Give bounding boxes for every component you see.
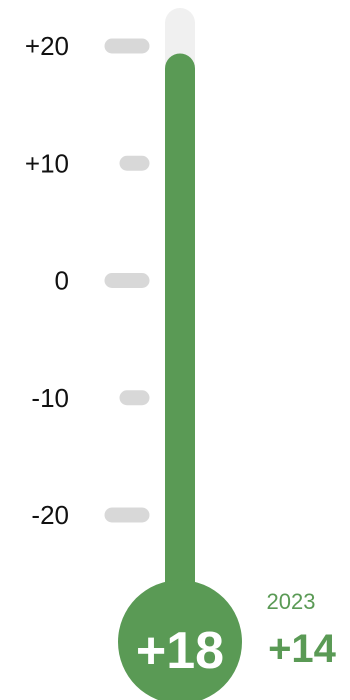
tick-layer: +20 +10 0 -10 -20 — [25, 31, 150, 530]
comparison-year-label: 2023 — [267, 589, 316, 614]
tick-label: +20 — [25, 31, 69, 61]
thermometer-fill — [165, 53, 195, 610]
tick-label: 0 — [55, 266, 69, 296]
tick-label: +10 — [25, 148, 69, 178]
tick-label: -10 — [31, 383, 69, 413]
current-value-label: +18 — [136, 622, 224, 680]
thermometer-bulb — [118, 580, 242, 700]
tick-label: -20 — [31, 500, 69, 530]
comparison-value-label: +14 — [268, 627, 337, 671]
